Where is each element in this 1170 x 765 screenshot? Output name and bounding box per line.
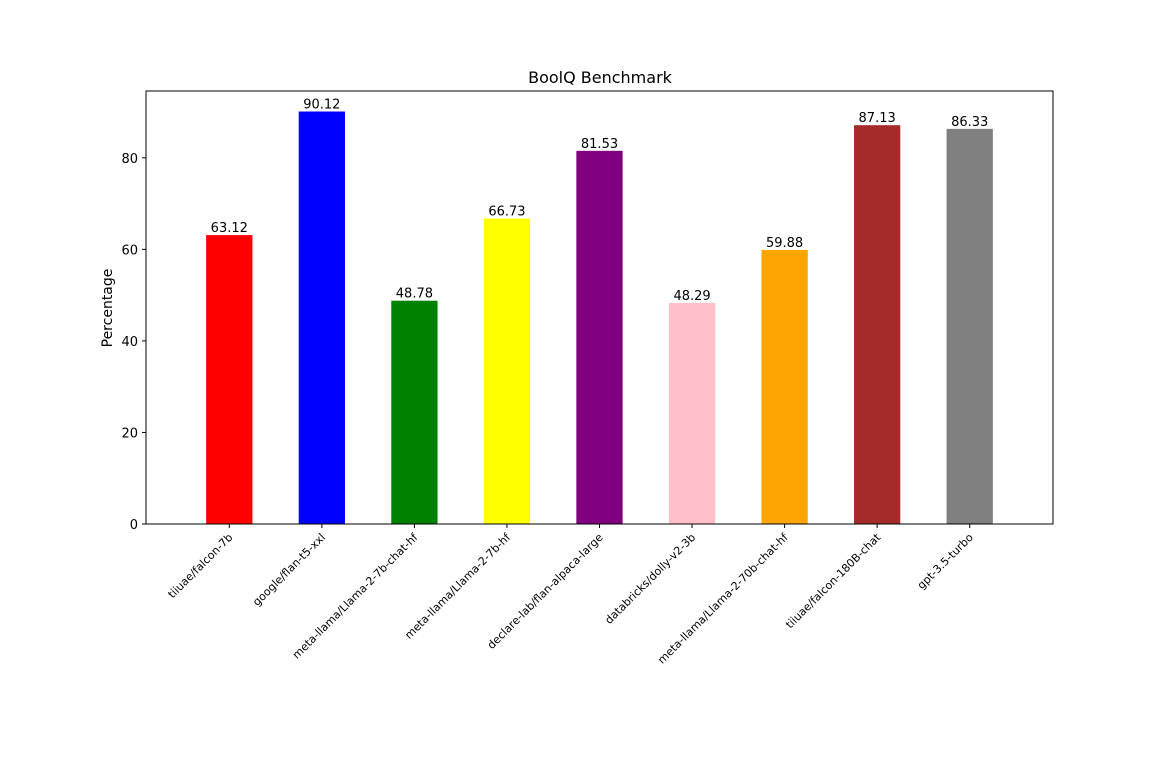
y-tick-label: 80: [121, 152, 138, 167]
bar-value-label: 86.33: [951, 115, 988, 130]
bar: [854, 125, 901, 524]
y-tick-label: 20: [121, 426, 138, 441]
bar-value-label: 81.53: [581, 137, 618, 152]
value-labels-layer: 63.12 90.12 48.78 66.73 81.53 48.29 59.88 87.13…: [211, 98, 989, 304]
bar: [668, 302, 716, 524]
y-tick-label: 60: [121, 243, 138, 258]
bar-value-label: 87.13: [859, 111, 896, 126]
bar-value-label: 48.29: [673, 289, 710, 304]
bar-value-label: 90.12: [303, 98, 340, 113]
y-tick-label: 0: [130, 518, 138, 533]
bar: [391, 300, 438, 524]
bar: [206, 235, 253, 524]
bar: [298, 111, 345, 524]
bar: [576, 150, 623, 524]
y-axis: 0 20 40 60 80: [121, 152, 146, 533]
bar: [946, 128, 993, 525]
plot-frame: [145, 90, 1054, 525]
chart-title: BoolQ Benchmark: [528, 68, 673, 87]
y-tick-label: 40: [121, 335, 138, 350]
y-axis-label: Percentage: [100, 269, 116, 348]
bar: [483, 218, 531, 524]
bar-value-label: 59.88: [766, 236, 803, 251]
bar-value-label: 48.78: [396, 287, 433, 302]
bars-layer: [206, 111, 993, 525]
bar: [761, 249, 808, 524]
bar-value-label: 66.73: [488, 205, 525, 220]
bar-value-label: 63.12: [211, 221, 248, 236]
